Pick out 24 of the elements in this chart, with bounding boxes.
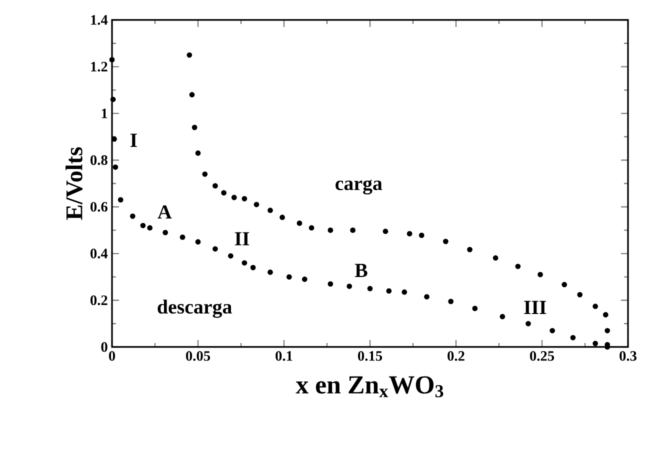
x-tick-label: 0.3 xyxy=(620,351,636,361)
x-tick-label: 0.1 xyxy=(276,351,292,361)
annotation: B xyxy=(354,264,368,278)
y-tick-label: 1 xyxy=(102,108,108,118)
y-tick-label: 0.8 xyxy=(90,155,108,165)
x-tick-label: 0.2 xyxy=(448,351,464,361)
x-tick-label: 0.25 xyxy=(530,351,554,361)
y-tick-label: 1.2 xyxy=(91,62,108,72)
x-tick-label: 0 xyxy=(108,351,116,361)
annotation: descarga xyxy=(158,300,232,318)
annotation: carga xyxy=(336,180,382,194)
x-axis-title: x en Zn$_{x}$WO$_{3}$ xyxy=(296,376,444,398)
y-tick-label: 1.4 xyxy=(91,15,108,25)
annotation: II xyxy=(234,232,250,246)
annotation: A xyxy=(158,205,172,219)
x-tick-label: 0.15 xyxy=(358,351,382,361)
annotation: III xyxy=(524,300,546,314)
y-tick-label: 0 xyxy=(101,342,108,352)
y-tick-label: 0.4 xyxy=(90,248,108,258)
annotation: I xyxy=(130,134,137,147)
x-tick-label: 0.05 xyxy=(186,351,210,361)
y-tick-label: 0.6 xyxy=(90,202,108,212)
y-axis-title: E/Volts xyxy=(66,147,83,220)
y-tick-label: 0.2 xyxy=(90,295,108,306)
